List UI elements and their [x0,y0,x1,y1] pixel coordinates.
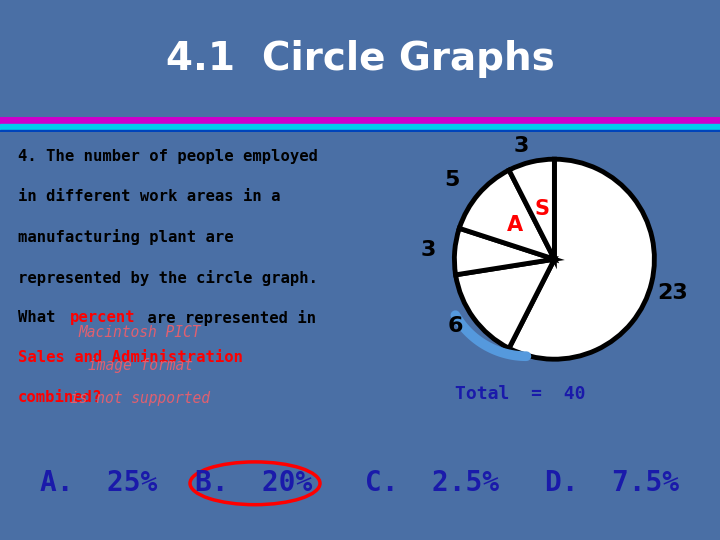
Text: S: S [535,199,550,219]
Wedge shape [454,228,554,275]
Text: Total  =  40: Total = 40 [455,384,585,403]
Text: A: A [507,215,523,235]
Text: 4.1  Circle Graphs: 4.1 Circle Graphs [166,40,554,78]
Text: C.  2.5%: C. 2.5% [365,469,499,497]
Text: 5: 5 [444,170,459,190]
Text: image format: image format [88,357,192,373]
Text: Sales and Administration: Sales and Administration [18,349,243,364]
Wedge shape [459,170,554,259]
Text: D.  7.5%: D. 7.5% [545,469,679,497]
Text: What: What [18,309,65,325]
Text: Macintosh PICT: Macintosh PICT [78,325,202,340]
Text: 4. The number of people employed: 4. The number of people employed [18,150,318,164]
Text: percent: percent [70,309,135,325]
Text: A.  25%: A. 25% [40,469,157,497]
Text: manufacturing plant are: manufacturing plant are [18,230,233,246]
Bar [0,130,720,132]
Wedge shape [509,159,654,359]
Text: 3: 3 [513,136,528,156]
Text: 6: 6 [448,316,464,336]
Text: 3: 3 [420,240,436,260]
Text: represented by the circle graph.: represented by the circle graph. [18,269,318,286]
Text: combined?: combined? [18,390,102,404]
Text: B.  20%: B. 20% [195,469,312,497]
Text: is not supported: is not supported [70,390,210,406]
Wedge shape [509,159,554,259]
Text: in different work areas in a: in different work areas in a [18,190,281,204]
Wedge shape [456,259,554,348]
Bar [0,124,720,130]
Text: are represented in: are represented in [138,309,316,326]
Bar [0,117,720,124]
Text: 23: 23 [657,282,688,303]
